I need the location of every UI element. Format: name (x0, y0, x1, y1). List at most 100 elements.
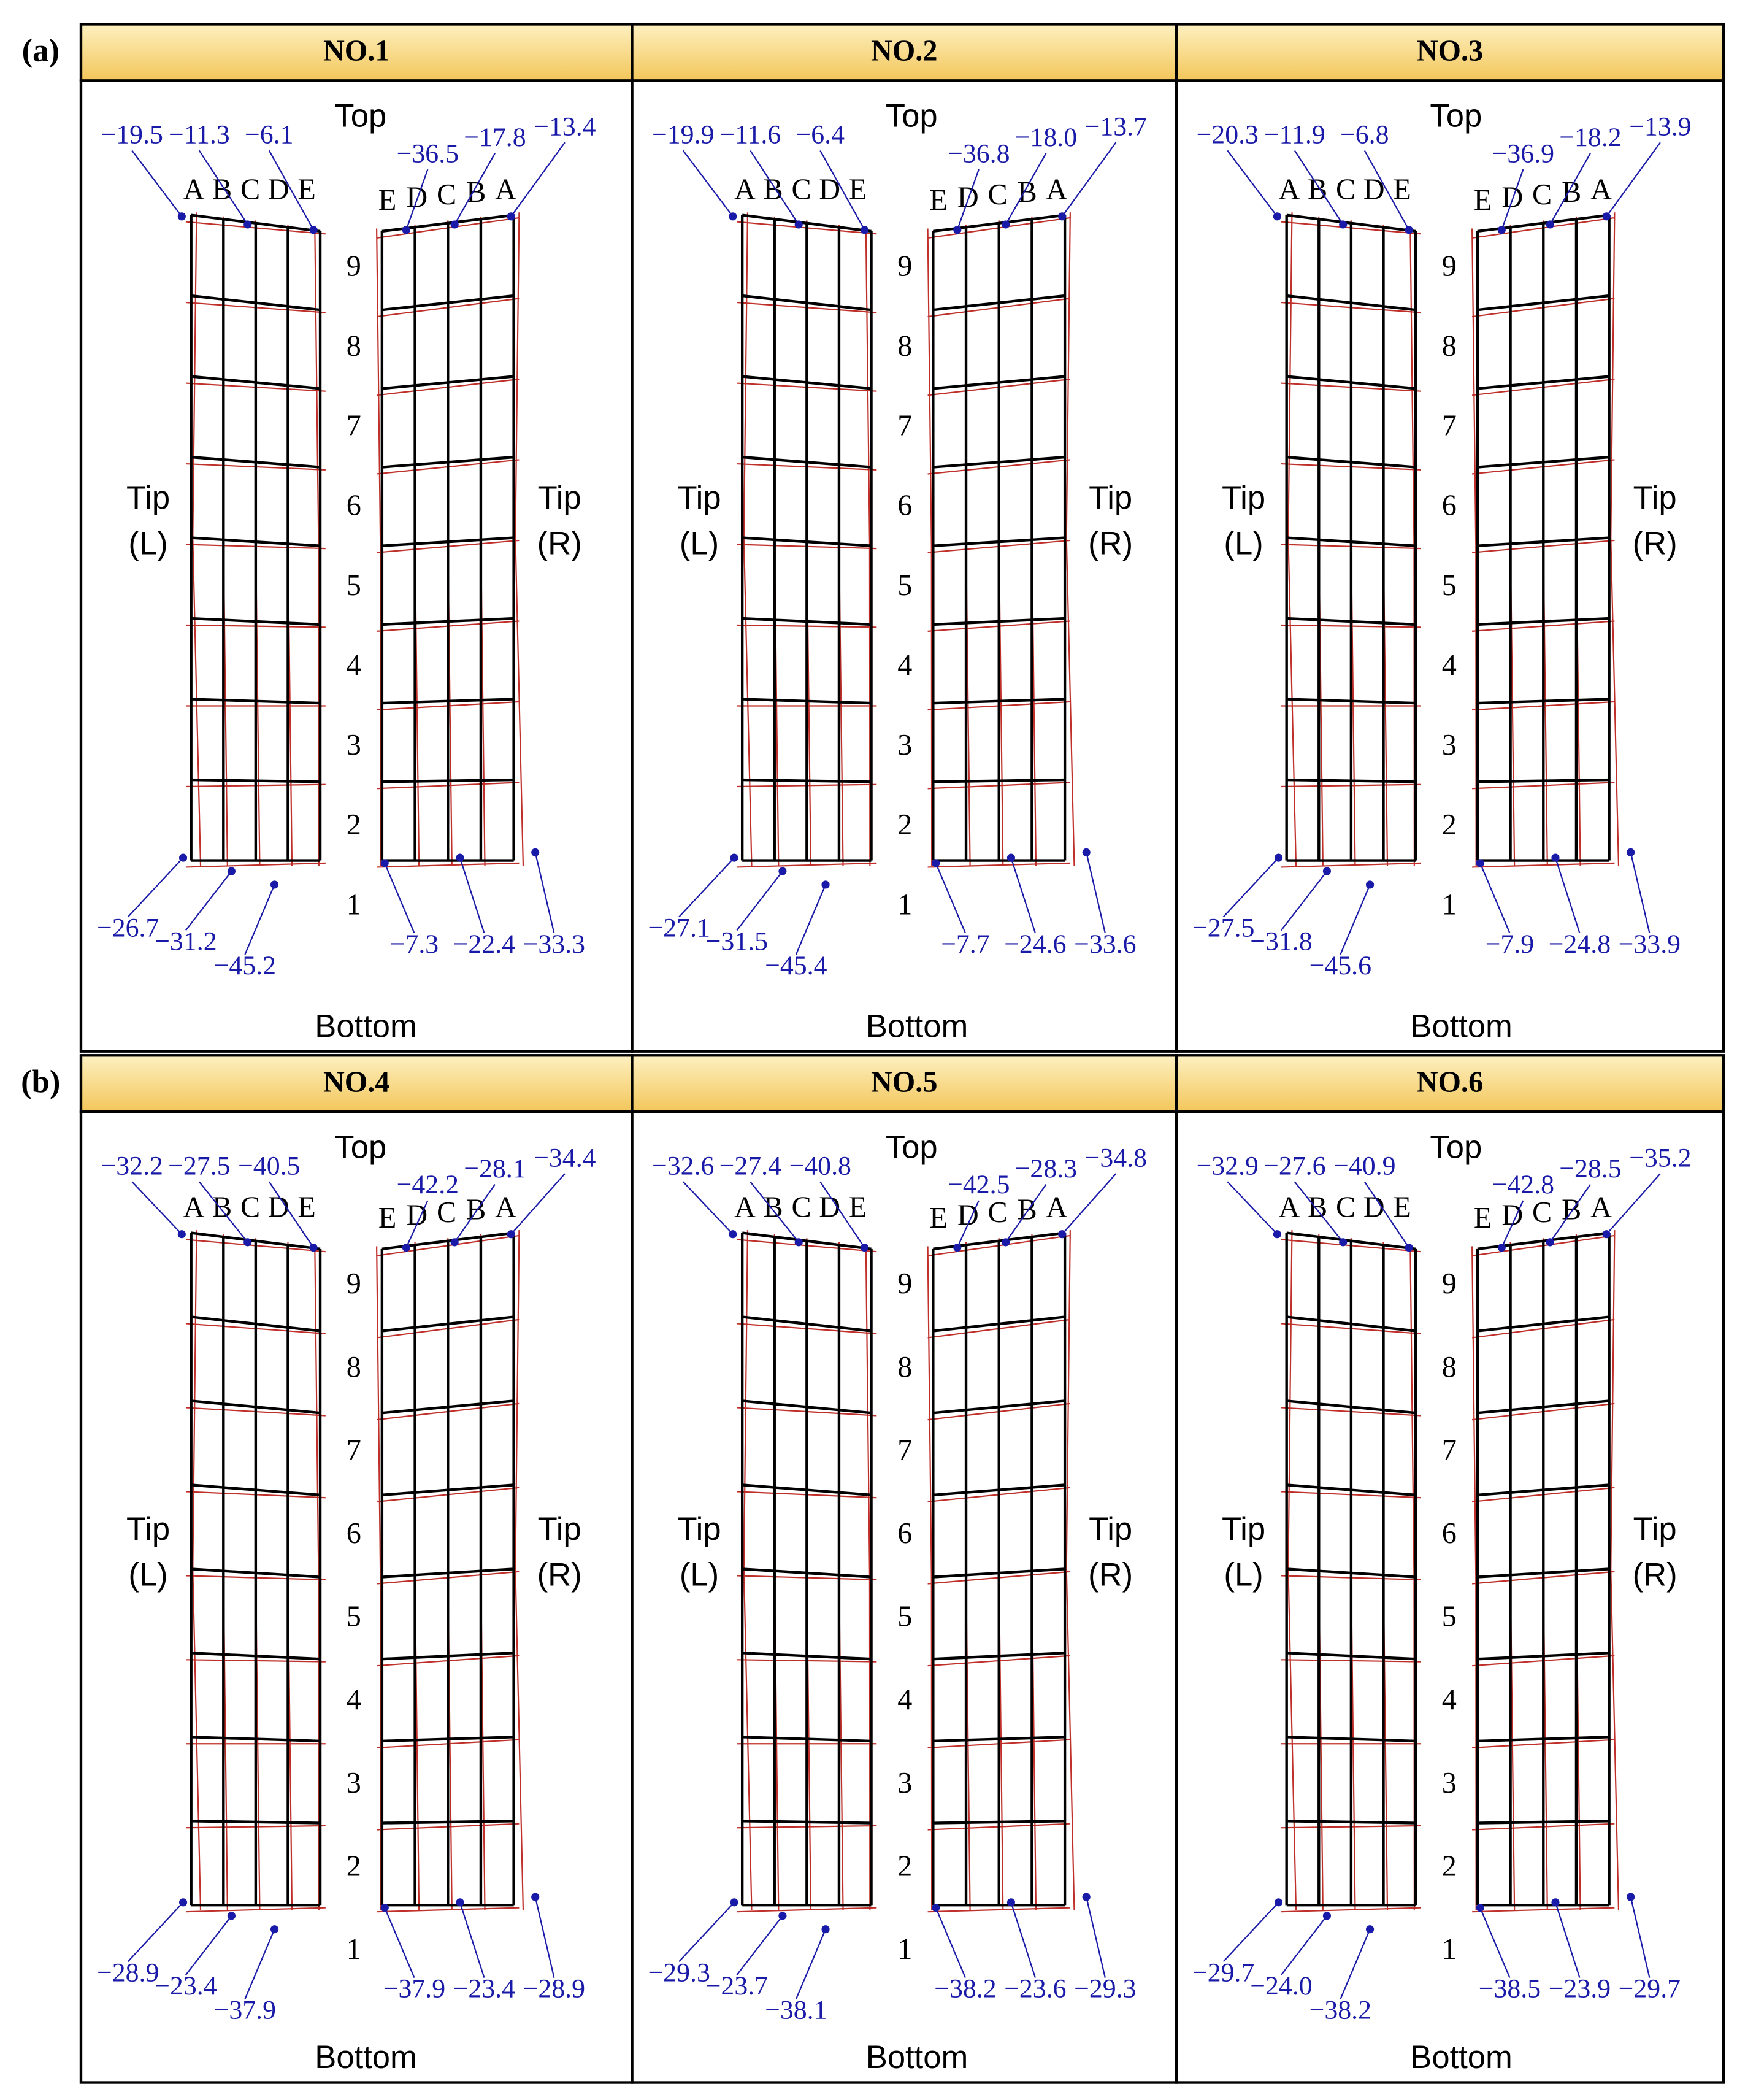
column-label: C (437, 1196, 456, 1229)
measure-point (821, 1925, 830, 1934)
measure-point (1058, 212, 1067, 221)
value-label: −27.4 (719, 1151, 781, 1180)
caption: Top (1430, 1129, 1482, 1166)
value-label: −34.8 (1085, 1143, 1147, 1172)
leader-line (1227, 1181, 1278, 1235)
measure-point (1273, 1230, 1281, 1239)
measure-point (1546, 1238, 1554, 1247)
row-number: 2 (347, 1850, 361, 1882)
leader-line (1630, 1896, 1651, 1978)
measure-point (507, 1230, 515, 1239)
caption: (R) (1633, 1556, 1677, 1593)
row-number: 8 (347, 1351, 361, 1383)
row-number: 4 (897, 649, 912, 682)
caption: (L) (1224, 526, 1263, 562)
column-label: A (183, 173, 205, 206)
measure-point (380, 1904, 389, 1912)
row-number: 6 (347, 1517, 361, 1550)
leader-line (127, 857, 184, 918)
leader-line (682, 150, 734, 217)
measure-point (1627, 848, 1635, 856)
deformed-line (1409, 1246, 1415, 1911)
row-number: 6 (1442, 490, 1457, 522)
deformed-line (377, 862, 520, 868)
column-label: D (406, 1199, 427, 1231)
row-number: 3 (347, 1767, 361, 1799)
measure-point (1551, 1898, 1560, 1907)
measure-point (402, 226, 410, 234)
leader-line (1554, 857, 1581, 934)
row-number: 1 (347, 888, 361, 921)
deformed-line (927, 228, 933, 866)
leader-line (1227, 150, 1278, 217)
measure-point (178, 853, 188, 862)
measure-point (730, 1898, 738, 1907)
row-number: 9 (1442, 250, 1457, 282)
measure-point (1273, 212, 1281, 221)
value-label: −36.9 (1492, 139, 1554, 168)
measure-point (1405, 1244, 1413, 1252)
deformed-line (1471, 1246, 1477, 1911)
column-label: E (1474, 184, 1492, 217)
value-label: −40.9 (1333, 1151, 1395, 1180)
row-number: 3 (897, 1767, 912, 1799)
panel-header (1175, 1054, 1725, 1113)
value-label: −34.4 (534, 1143, 596, 1172)
column-label: D (819, 173, 840, 206)
row-number: 3 (1442, 1767, 1457, 1799)
leader-line (384, 863, 415, 934)
value-label: −42.2 (397, 1170, 459, 1199)
leader-line (1606, 1173, 1661, 1235)
measure-point (953, 1244, 962, 1252)
row-number: 9 (897, 250, 912, 282)
measure-point (1002, 220, 1010, 229)
caption: Bottom (866, 2039, 968, 2075)
column-label: C (987, 1196, 1007, 1229)
column-label: C (792, 173, 811, 206)
value-label: −33.6 (1074, 929, 1136, 959)
leader-line (185, 871, 232, 931)
measure-point (1405, 226, 1413, 234)
value-label: −23.4 (155, 1971, 217, 2001)
value-label: −33.3 (523, 929, 585, 959)
leader-line (244, 1929, 275, 2000)
measure-point (1497, 1244, 1506, 1252)
leader-line (1363, 1181, 1410, 1248)
leader-line (1501, 1200, 1524, 1248)
measure-point (178, 1898, 188, 1907)
deformed-line (737, 862, 877, 868)
value-label: −27.5 (1192, 913, 1254, 943)
deformed-line (1472, 862, 1615, 868)
leader-line (935, 1907, 966, 1979)
measure-point (730, 853, 738, 862)
measure-point (1006, 1898, 1016, 1907)
measure-point (270, 1925, 279, 1934)
leader-line (1479, 1907, 1511, 1979)
column-label: C (792, 1191, 811, 1223)
caption: Tip (677, 1511, 721, 1547)
value-label: −29.3 (648, 1958, 710, 1987)
value-label: −22.4 (453, 929, 515, 959)
deformed-line (314, 1246, 320, 1911)
caption: Tip (1633, 480, 1677, 516)
measure-point (1339, 220, 1348, 229)
row-number: 3 (897, 729, 912, 761)
panel-title: NO.1 (323, 35, 389, 67)
caption: (L) (680, 1556, 719, 1593)
row-number: 5 (1442, 569, 1457, 602)
row-number: 7 (1442, 410, 1457, 442)
column-label: E (378, 1202, 396, 1234)
value-label: −24.8 (1549, 929, 1611, 959)
column-label: D (1363, 173, 1385, 206)
measure-point (1476, 859, 1484, 867)
caption: Top (334, 1129, 386, 1166)
column-label: E (297, 173, 315, 206)
row-number: 2 (1442, 1850, 1457, 1882)
row-number: 1 (1442, 1933, 1457, 1966)
measure-point (1365, 880, 1375, 889)
leader-line (1281, 1915, 1328, 1975)
row-number: 3 (1442, 729, 1457, 761)
row-number: 2 (897, 809, 912, 841)
